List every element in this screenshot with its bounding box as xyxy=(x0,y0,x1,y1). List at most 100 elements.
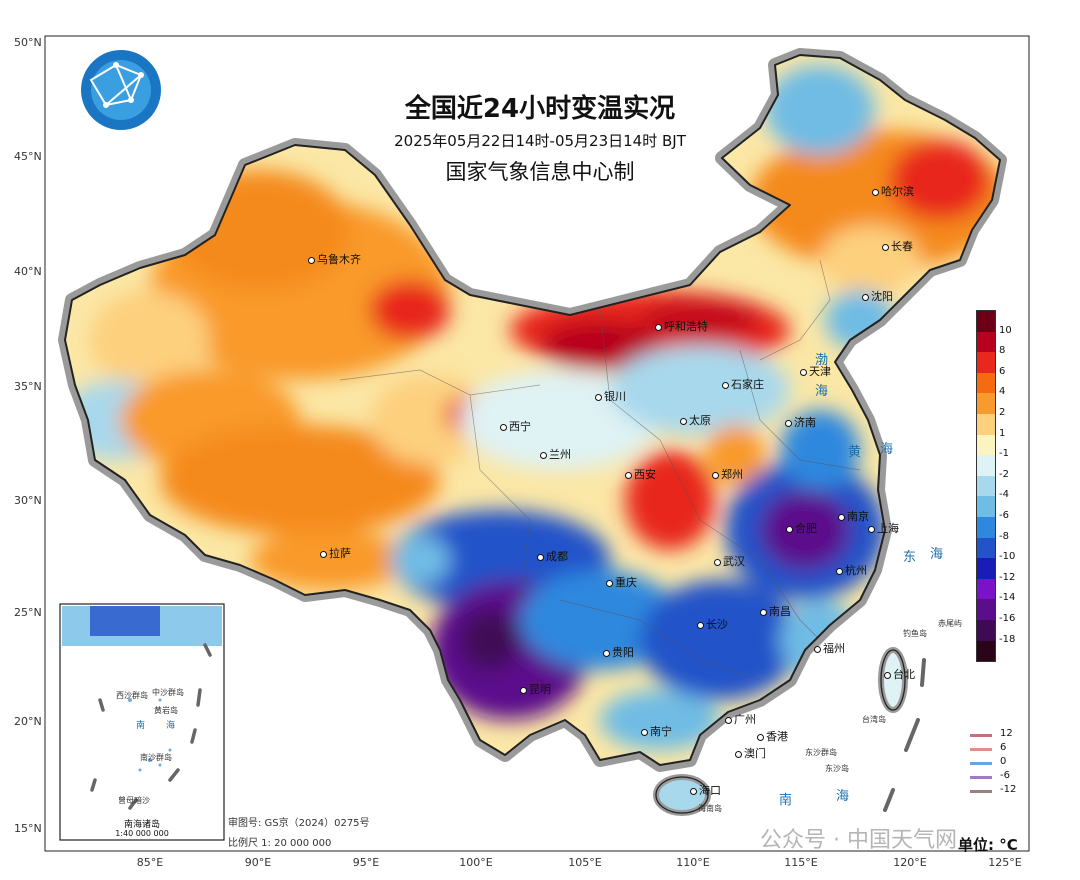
colorbar-cell xyxy=(977,352,995,373)
inset-content xyxy=(62,606,222,810)
city-fuzhou: 福州 xyxy=(814,640,845,656)
sea-label-huanghai-hai: 海 xyxy=(880,442,894,457)
contour-legend-line xyxy=(970,734,992,737)
lon-label-95: 95°E xyxy=(352,856,380,869)
contour-legend-line xyxy=(970,776,992,779)
city-nanchang: 南昌 xyxy=(760,603,791,619)
contour-legend-line xyxy=(970,748,992,751)
city-guangzhou: 广州 xyxy=(725,711,756,727)
colorbar-cell xyxy=(977,619,995,641)
inset-title: 南海诸岛 xyxy=(123,820,160,830)
city-urumqi: 乌鲁木齐 xyxy=(308,251,361,267)
city-chongqing: 重庆 xyxy=(606,574,637,590)
lat-label-35: 35°N xyxy=(14,380,42,393)
inset-label-zengmu: 曾母暗沙 xyxy=(118,796,150,805)
contour-legend-value: 6 xyxy=(1000,742,1007,753)
city-changsha: 长沙 xyxy=(697,616,728,632)
colorbar-cell xyxy=(977,537,995,559)
inset-label-huangyan: 黄岩岛 xyxy=(154,706,178,715)
city-haikou: 海口 xyxy=(690,782,721,798)
colorbar-tick-label: 6 xyxy=(999,365,1006,377)
inset-label-hai: 海 xyxy=(166,721,176,731)
maritime-boundary xyxy=(883,658,926,812)
map-subtitle: 2025年05月22日14时-05月23日14时 BJT xyxy=(394,132,686,150)
lon-label-110: 110°E xyxy=(676,856,710,869)
lon-label-105: 105°E xyxy=(568,856,602,869)
colorbar-cell xyxy=(977,413,995,435)
city-zhengzhou: 郑州 xyxy=(712,466,743,482)
colorbar-tick-label: -14 xyxy=(999,592,1016,604)
city-taiyuan: 太原 xyxy=(680,412,711,428)
island-hainan: 海南岛 xyxy=(698,804,722,813)
city-tianjin: 天津 xyxy=(800,363,831,379)
city-harbin: 哈尔滨 xyxy=(872,183,914,199)
colorbar-tick-label: -8 xyxy=(999,530,1009,542)
national-border xyxy=(64,54,1001,766)
lon-label-85: 85°E xyxy=(136,856,164,869)
inset-label-nan: 南 xyxy=(136,721,146,731)
city-nanjing: 南京 xyxy=(838,508,869,524)
city-lanzhou: 兰州 xyxy=(540,446,571,462)
map-title: 全国近24小时变温实况 xyxy=(404,94,676,124)
city-changchun: 长春 xyxy=(882,238,913,254)
colorbar-tick-label: -6 xyxy=(999,510,1009,521)
map-producer: 国家气象信息中心制 xyxy=(445,160,635,184)
island-taiwan: 台湾岛 xyxy=(862,715,886,724)
contour-legend-row: -6 xyxy=(970,770,1040,784)
sea-label-dong: 东 xyxy=(903,550,917,565)
inset-label-xisha: 西沙群岛 xyxy=(116,691,148,700)
city-hangzhou: 杭州 xyxy=(836,562,867,578)
colorbar-cell xyxy=(977,311,995,332)
globe-network-logo xyxy=(81,50,161,130)
colorbar-tick-label: 8 xyxy=(999,345,1006,357)
lon-label-120: 120°E xyxy=(893,856,927,869)
contour-legend-row: 12 xyxy=(970,728,1040,742)
colorbar-tick-label: -12 xyxy=(999,571,1016,583)
island-dongsha-group: 东沙群岛 xyxy=(805,748,837,757)
colorbar-tick-label: -4 xyxy=(999,489,1009,501)
contour-legend-value: -6 xyxy=(1000,770,1010,781)
watermark: 公众号 · 中国天气网 xyxy=(760,828,957,853)
island-dongsha: 东沙岛 xyxy=(825,764,849,773)
colorbar-cell xyxy=(977,434,995,456)
lat-label-15: 15°N xyxy=(14,822,42,835)
colorbar-cell xyxy=(977,393,995,414)
contour-legend-row: 6 xyxy=(970,742,1040,756)
city-taipei: 台北 xyxy=(884,666,915,682)
colorbar-tick-label: -10 xyxy=(999,551,1016,563)
colorbar-cell xyxy=(977,496,995,517)
island-diaoyu: 钓鱼岛 xyxy=(903,629,927,638)
map-scale: 比例尺 1: 20 000 000 xyxy=(228,838,332,849)
city-chengdu: 成都 xyxy=(537,548,568,564)
city-shijiazhuang: 石家庄 xyxy=(722,376,764,392)
colorbar-tick-label: 10 xyxy=(999,324,1012,336)
lat-label-50: 50°N xyxy=(14,36,42,49)
colorbar-cell xyxy=(977,578,995,600)
contour-legend-line xyxy=(970,762,992,765)
colorbar-tick-label: 2 xyxy=(999,407,1006,418)
city-kunming: 昆明 xyxy=(520,681,551,697)
lat-label-40: 40°N xyxy=(14,265,42,278)
sea-label-donghai-hai: 海 xyxy=(930,547,944,562)
lat-label-20: 20°N xyxy=(14,715,42,728)
colorbar-cell xyxy=(977,475,995,497)
colorbar-cell xyxy=(977,640,995,662)
lat-label-25: 25°N xyxy=(14,606,42,619)
colorbar-tick-label: -2 xyxy=(999,468,1009,480)
inset-scale: 1:40 000 000 xyxy=(115,829,169,838)
colorbar-cell xyxy=(977,516,995,538)
city-hefei: 合肥 xyxy=(786,520,817,536)
sea-label-bo: 渤 xyxy=(815,353,829,368)
contour-legend-line xyxy=(970,790,992,793)
city-macau: 澳门 xyxy=(735,745,766,761)
sea-label-nanhai-hai: 海 xyxy=(836,789,850,804)
city-hohhot: 呼和浩特 xyxy=(655,318,708,334)
contour-legend-value: 12 xyxy=(1000,728,1013,739)
lat-label-30: 30°N xyxy=(14,494,42,507)
approval-number: 审图号: GS京（2024）0275号 xyxy=(228,818,370,829)
sea-label-bohai-hai: 海 xyxy=(815,384,829,399)
city-shenyang: 沈阳 xyxy=(862,288,893,304)
colorbar-cell xyxy=(977,558,995,579)
colorbar-tick-label: 4 xyxy=(999,386,1006,398)
